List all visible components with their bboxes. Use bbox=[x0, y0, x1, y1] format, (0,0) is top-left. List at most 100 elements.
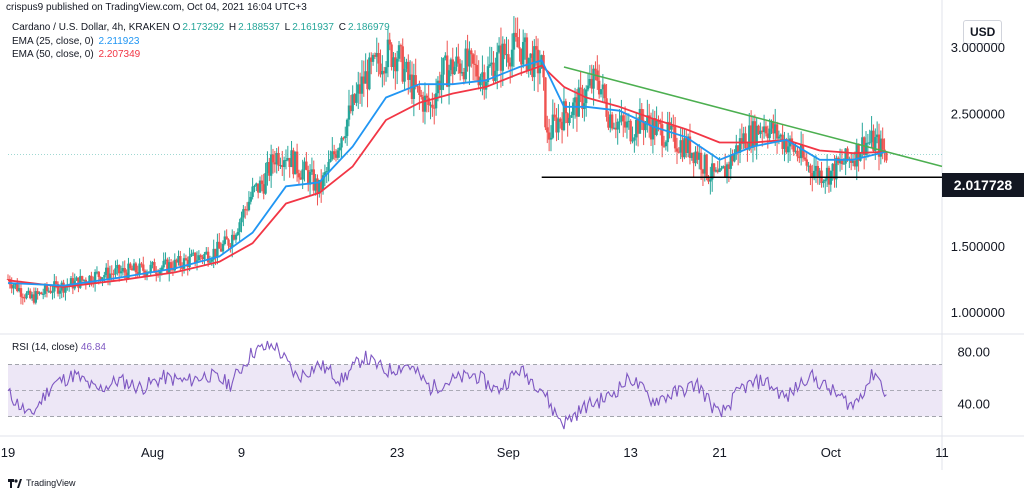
descending-trendline[interactable] bbox=[563, 66, 943, 168]
candle-body bbox=[47, 290, 50, 292]
candle-body bbox=[677, 151, 681, 153]
candle-body bbox=[718, 168, 721, 173]
candle-body bbox=[484, 81, 488, 90]
candle-body bbox=[338, 147, 341, 151]
ema25-label: EMA (25, close, 0) bbox=[12, 36, 94, 47]
candle-body bbox=[471, 54, 475, 64]
candle-body bbox=[662, 145, 666, 147]
candle-body bbox=[442, 58, 445, 75]
candle-body bbox=[481, 72, 484, 78]
ema50-legend[interactable]: EMA (50, close, 0) 2.207349 bbox=[12, 49, 140, 60]
candle-body bbox=[729, 154, 732, 169]
candle-body bbox=[75, 277, 78, 281]
candle-body bbox=[594, 68, 597, 71]
candle-body bbox=[71, 278, 75, 289]
candle-body bbox=[686, 136, 690, 153]
candle-body bbox=[727, 164, 731, 169]
candle-body bbox=[796, 150, 799, 157]
candle-body bbox=[755, 125, 758, 146]
candle-body bbox=[618, 121, 621, 123]
candle-body bbox=[625, 121, 629, 128]
candle-body bbox=[872, 130, 875, 151]
candle-body bbox=[705, 154, 708, 178]
candle-body bbox=[129, 263, 132, 269]
candle-body bbox=[642, 120, 645, 131]
candle-body bbox=[460, 72, 464, 74]
candle-body bbox=[27, 290, 30, 294]
candle-body bbox=[40, 292, 43, 295]
candle-body bbox=[458, 63, 462, 74]
candle-body bbox=[827, 167, 831, 185]
candle-body bbox=[357, 84, 360, 94]
candle-body bbox=[375, 52, 378, 57]
candle-body bbox=[136, 272, 139, 275]
candle-body bbox=[123, 268, 126, 273]
candle-body bbox=[609, 114, 612, 128]
symbol-legend[interactable]: Cardano / U.S. Dollar, 4h, KRAKEN O 2.173… bbox=[12, 22, 392, 33]
candle-body bbox=[392, 57, 395, 67]
candle-body bbox=[8, 279, 12, 285]
candle-body bbox=[647, 115, 651, 125]
candle-body bbox=[414, 75, 417, 87]
candle-body bbox=[262, 184, 265, 194]
candle-body bbox=[362, 76, 366, 84]
candle-body bbox=[353, 94, 356, 103]
candle-body bbox=[420, 94, 423, 97]
candle-body bbox=[23, 297, 26, 299]
candle-body bbox=[45, 285, 49, 291]
candle-body bbox=[140, 263, 143, 265]
candle-body bbox=[307, 170, 310, 185]
candle-body bbox=[408, 74, 412, 80]
candle-body bbox=[518, 47, 521, 49]
candle-body bbox=[690, 152, 694, 158]
candle-body bbox=[835, 157, 838, 180]
candle-body bbox=[160, 267, 164, 270]
candle-body bbox=[605, 98, 608, 117]
candle-body bbox=[388, 39, 391, 45]
rsi-legend[interactable]: RSI (14, close) 46.84 bbox=[12, 342, 106, 353]
candle-body bbox=[99, 276, 102, 281]
candle-body bbox=[379, 63, 382, 75]
candle-body bbox=[499, 45, 503, 71]
rsi-value: 46.84 bbox=[80, 342, 106, 353]
time-tick-label: Sep bbox=[497, 445, 520, 460]
candle-body bbox=[738, 138, 742, 153]
candle-body bbox=[688, 136, 692, 158]
candle-body bbox=[725, 164, 729, 177]
candle-body bbox=[670, 125, 673, 130]
candle-body bbox=[620, 115, 623, 122]
candle-body bbox=[709, 179, 712, 182]
open-value: 2.173292 bbox=[182, 22, 225, 33]
candle-body bbox=[286, 158, 290, 160]
tradingview-footer[interactable]: TradingView bbox=[8, 478, 76, 488]
candle-body bbox=[336, 150, 340, 158]
candle-body bbox=[588, 78, 592, 86]
candle-body bbox=[699, 152, 703, 170]
candle-body bbox=[119, 271, 123, 274]
candle-body bbox=[549, 137, 553, 140]
candle-body bbox=[807, 165, 810, 167]
candle-body bbox=[377, 52, 380, 64]
candle-body bbox=[633, 137, 636, 141]
candle-body bbox=[162, 260, 165, 268]
candle-body bbox=[840, 160, 844, 164]
candle-body bbox=[514, 32, 517, 38]
candle-body bbox=[314, 178, 317, 191]
candle-body bbox=[105, 267, 108, 276]
candle-body bbox=[572, 102, 575, 116]
candle-body bbox=[340, 137, 343, 148]
candle-body bbox=[331, 151, 334, 160]
candle-body bbox=[566, 113, 569, 124]
candle-body bbox=[34, 291, 37, 303]
ema25-legend[interactable]: EMA (25, close, 0) 2.211923 bbox=[12, 36, 139, 47]
candle-body bbox=[803, 157, 807, 160]
candle-body bbox=[332, 151, 336, 155]
candle-body bbox=[785, 140, 788, 153]
currency-selector[interactable]: USD bbox=[963, 20, 1003, 44]
candle-body bbox=[297, 173, 301, 178]
candle-body bbox=[103, 275, 106, 278]
candle-body bbox=[733, 153, 736, 162]
rsi-tick-label: 80.00 bbox=[957, 345, 990, 360]
candle-body bbox=[155, 272, 158, 274]
